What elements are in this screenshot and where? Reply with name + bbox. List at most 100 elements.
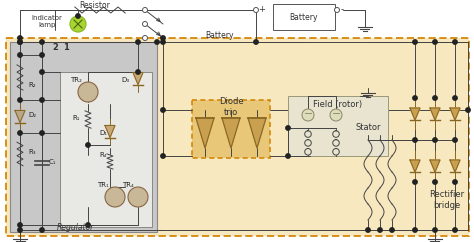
Text: Resistor: Resistor bbox=[80, 1, 110, 10]
Circle shape bbox=[128, 187, 148, 207]
Circle shape bbox=[143, 36, 147, 40]
Circle shape bbox=[254, 40, 258, 44]
Circle shape bbox=[390, 228, 394, 232]
Circle shape bbox=[18, 36, 22, 40]
Circle shape bbox=[413, 40, 417, 44]
Text: R₄: R₄ bbox=[99, 152, 107, 158]
Circle shape bbox=[302, 109, 314, 121]
Bar bbox=[192, 100, 270, 158]
Text: Rectifier
bridge: Rectifier bridge bbox=[429, 190, 465, 210]
Text: D₂: D₂ bbox=[28, 112, 36, 118]
Circle shape bbox=[453, 228, 457, 232]
Polygon shape bbox=[105, 126, 115, 137]
Polygon shape bbox=[410, 160, 420, 172]
Polygon shape bbox=[222, 118, 240, 148]
Bar bbox=[6, 38, 469, 236]
Circle shape bbox=[40, 98, 44, 102]
Circle shape bbox=[413, 180, 417, 184]
Text: Regulator: Regulator bbox=[56, 222, 94, 232]
Circle shape bbox=[143, 8, 147, 13]
Polygon shape bbox=[450, 108, 460, 120]
Bar bbox=[10, 42, 157, 232]
Text: Diode
trio: Diode trio bbox=[219, 97, 243, 117]
Bar bbox=[0, 0, 474, 40]
Circle shape bbox=[378, 228, 382, 232]
Circle shape bbox=[161, 108, 165, 112]
Circle shape bbox=[40, 53, 44, 57]
Circle shape bbox=[466, 108, 470, 112]
Polygon shape bbox=[410, 108, 420, 120]
Text: TR₁: TR₁ bbox=[97, 182, 109, 188]
Text: R₁: R₁ bbox=[72, 115, 80, 121]
Text: Indicator
lamp: Indicator lamp bbox=[32, 15, 63, 29]
Circle shape bbox=[254, 8, 258, 13]
Text: Battery: Battery bbox=[206, 31, 234, 40]
Text: R₂: R₂ bbox=[28, 82, 36, 88]
Text: TR₄: TR₄ bbox=[122, 182, 134, 188]
Text: 2: 2 bbox=[52, 44, 58, 53]
Polygon shape bbox=[430, 160, 440, 172]
Circle shape bbox=[161, 40, 165, 44]
Text: Field (rotor): Field (rotor) bbox=[313, 100, 363, 109]
Polygon shape bbox=[196, 118, 214, 148]
Text: -: - bbox=[340, 6, 344, 15]
Circle shape bbox=[155, 40, 159, 44]
Text: TR₂: TR₂ bbox=[70, 77, 82, 83]
Circle shape bbox=[433, 180, 437, 184]
Text: C₁: C₁ bbox=[48, 159, 56, 165]
Circle shape bbox=[330, 109, 342, 121]
Text: Battery: Battery bbox=[290, 13, 318, 22]
Circle shape bbox=[161, 154, 165, 158]
Text: 1: 1 bbox=[63, 44, 69, 53]
Bar bbox=[60, 72, 152, 227]
Circle shape bbox=[18, 53, 22, 57]
Circle shape bbox=[86, 223, 90, 227]
Circle shape bbox=[18, 98, 22, 102]
Circle shape bbox=[453, 96, 457, 100]
Circle shape bbox=[161, 36, 165, 40]
Circle shape bbox=[78, 82, 98, 102]
Circle shape bbox=[40, 40, 44, 44]
Text: R₃: R₃ bbox=[28, 149, 36, 155]
Circle shape bbox=[18, 40, 22, 44]
Bar bbox=[288, 96, 388, 156]
Circle shape bbox=[453, 40, 457, 44]
Circle shape bbox=[366, 228, 370, 232]
Circle shape bbox=[136, 40, 140, 44]
Circle shape bbox=[453, 180, 457, 184]
Circle shape bbox=[413, 228, 417, 232]
Circle shape bbox=[286, 126, 290, 130]
Circle shape bbox=[70, 16, 86, 32]
Polygon shape bbox=[450, 160, 460, 172]
Circle shape bbox=[105, 187, 125, 207]
Circle shape bbox=[40, 131, 44, 135]
Circle shape bbox=[433, 228, 437, 232]
Circle shape bbox=[136, 70, 140, 74]
Bar bbox=[273, 4, 335, 30]
Circle shape bbox=[453, 138, 457, 142]
Text: D₁: D₁ bbox=[99, 130, 107, 136]
Text: D₃: D₃ bbox=[121, 77, 129, 83]
Circle shape bbox=[76, 14, 80, 18]
Circle shape bbox=[433, 138, 437, 142]
Circle shape bbox=[143, 22, 147, 27]
Circle shape bbox=[18, 131, 22, 135]
Polygon shape bbox=[133, 73, 143, 84]
Circle shape bbox=[18, 40, 22, 44]
Circle shape bbox=[40, 228, 44, 232]
Circle shape bbox=[18, 223, 22, 227]
Circle shape bbox=[286, 154, 290, 158]
Circle shape bbox=[40, 70, 44, 74]
Circle shape bbox=[86, 143, 90, 147]
Text: +: + bbox=[258, 6, 265, 15]
Circle shape bbox=[433, 40, 437, 44]
Polygon shape bbox=[430, 108, 440, 120]
Polygon shape bbox=[248, 118, 266, 148]
Circle shape bbox=[335, 8, 339, 13]
Circle shape bbox=[413, 96, 417, 100]
Circle shape bbox=[413, 138, 417, 142]
Circle shape bbox=[433, 96, 437, 100]
Text: Stator: Stator bbox=[355, 123, 381, 133]
Circle shape bbox=[18, 228, 22, 232]
Polygon shape bbox=[15, 111, 25, 122]
